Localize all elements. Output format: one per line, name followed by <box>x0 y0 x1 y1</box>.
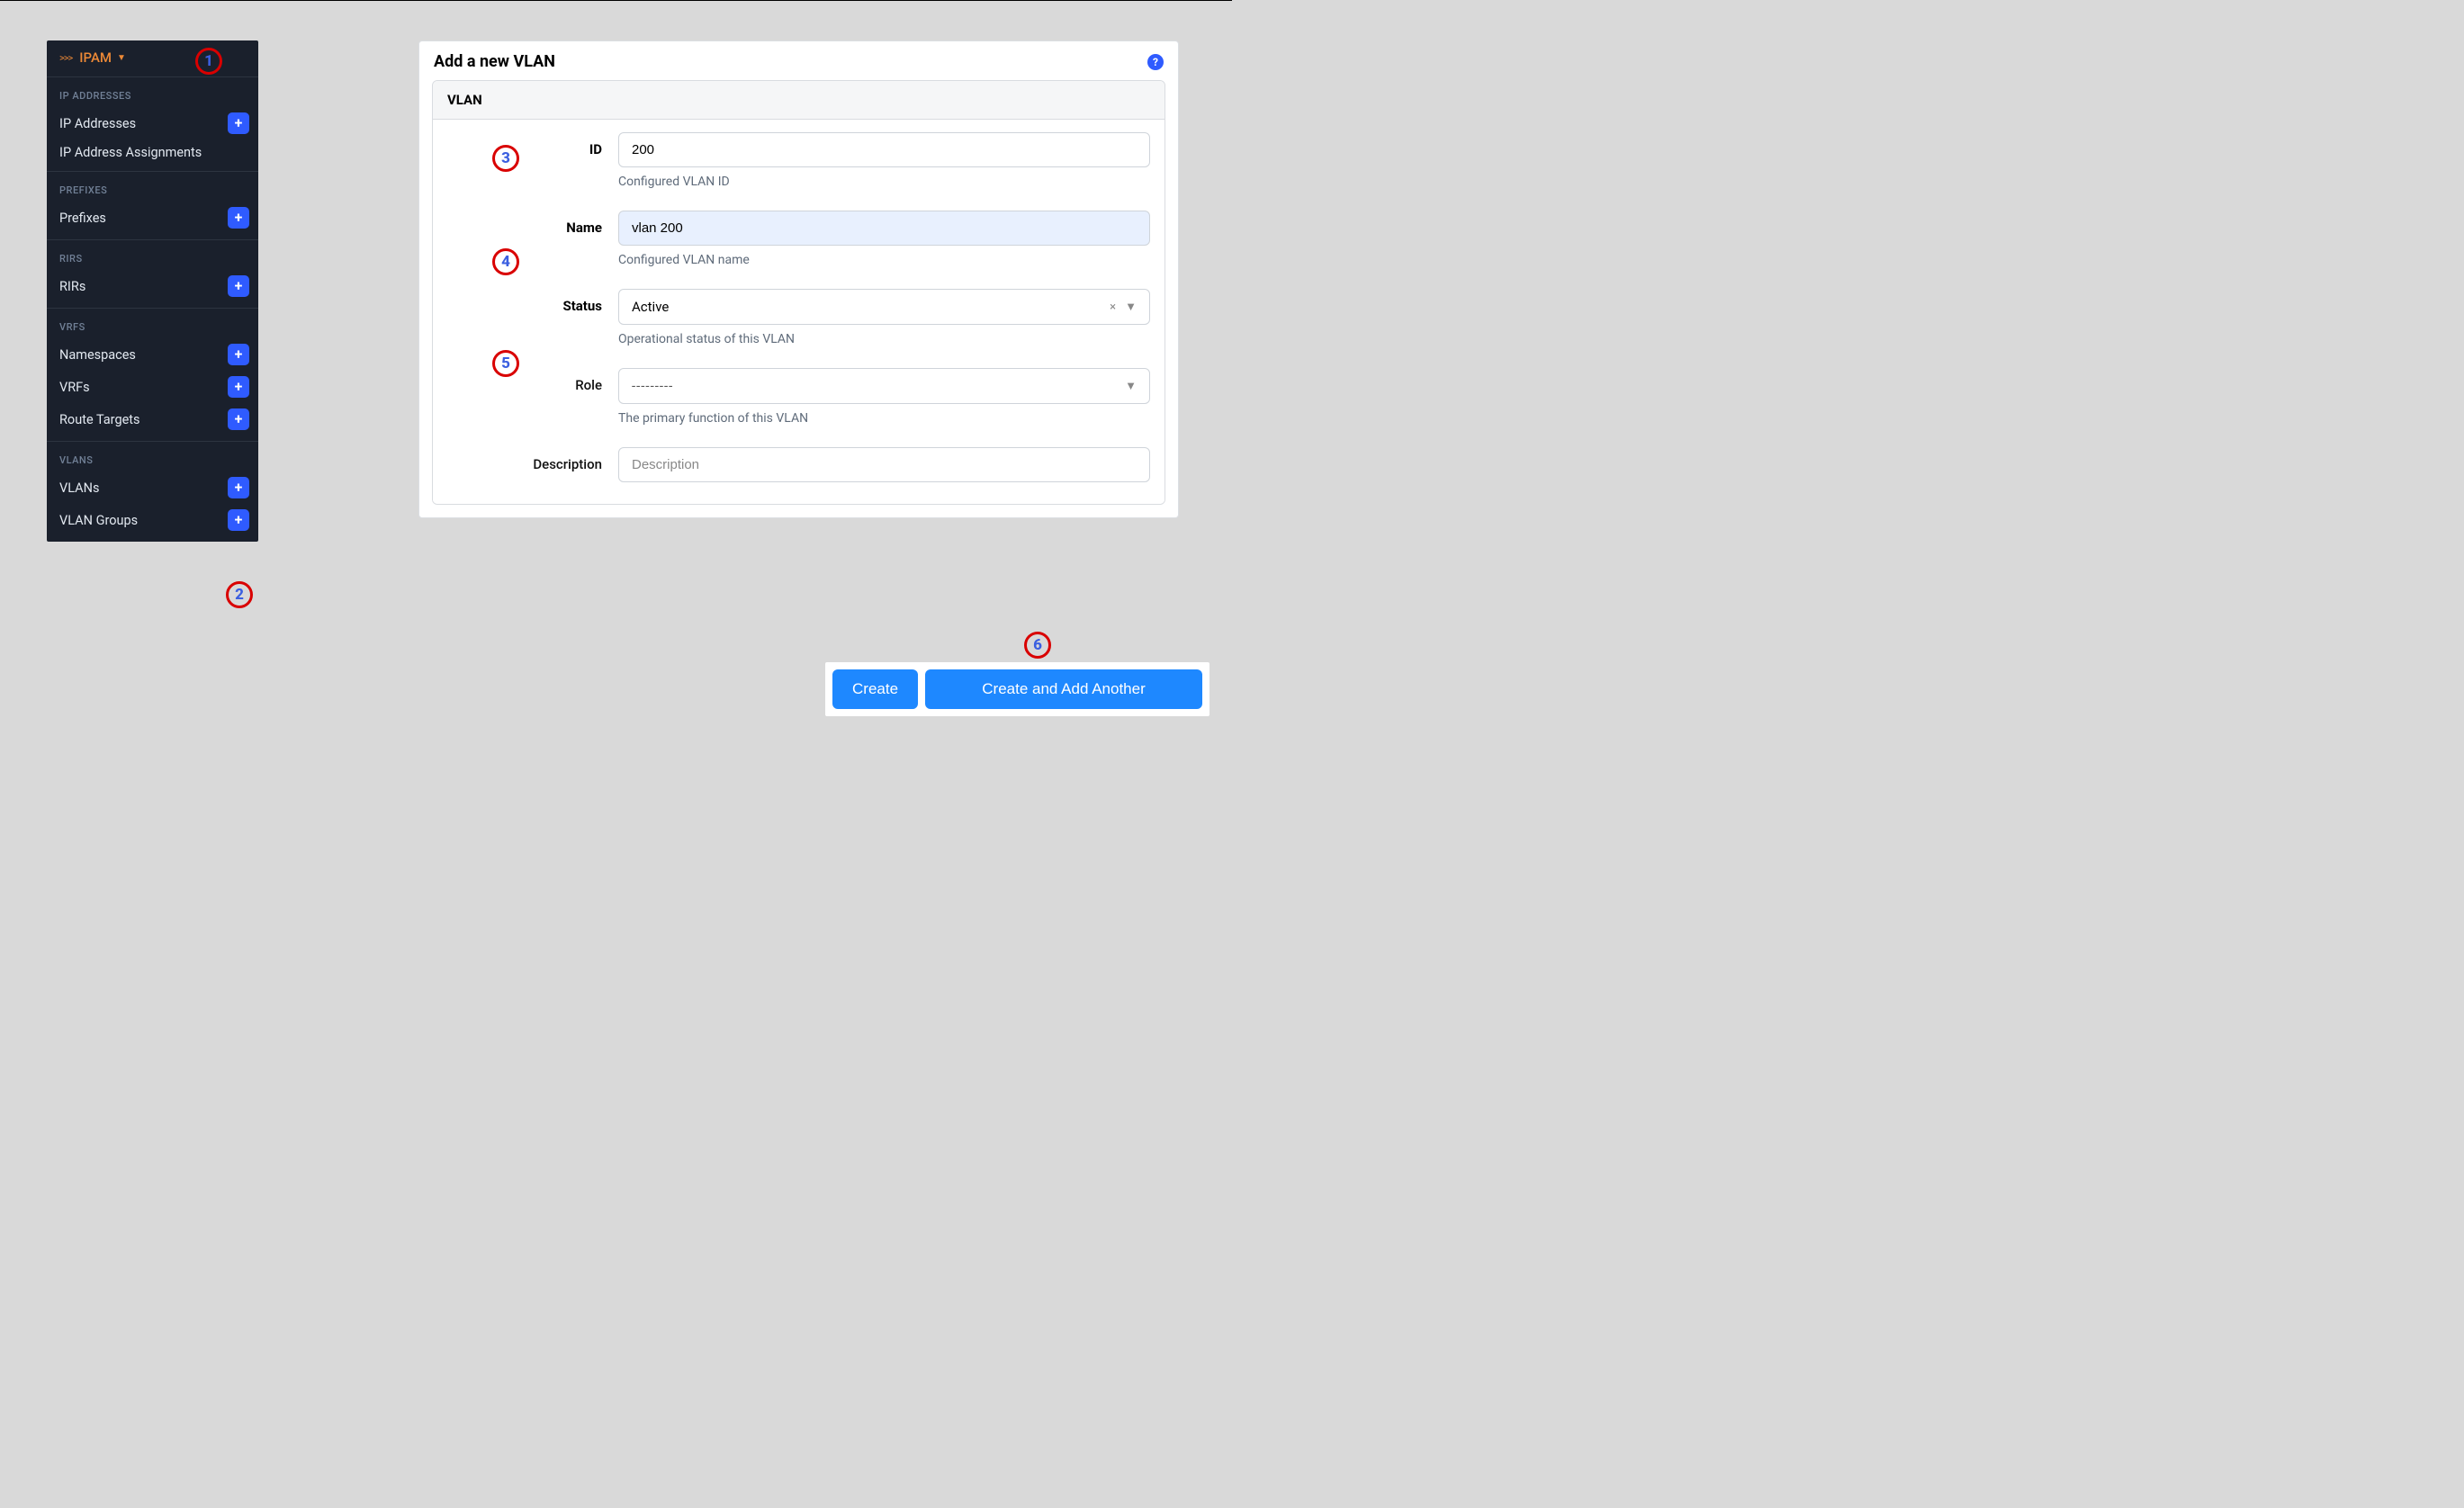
nav-item-namespaces[interactable]: Namespaces + <box>47 338 258 371</box>
nav-heading: PREFIXES <box>47 181 258 202</box>
field-help-role: The primary function of this VLAN <box>618 411 1150 426</box>
nav-item-label: VRFs <box>59 380 228 395</box>
field-help-name: Configured VLAN name <box>618 253 1150 267</box>
add-route-target-button[interactable]: + <box>228 408 249 430</box>
nav-section-vrfs: VRFS Namespaces + VRFs + Route Targets + <box>47 309 258 442</box>
field-row-description: Description <box>447 447 1150 482</box>
nav-item-label: RIRs <box>59 279 228 294</box>
field-help-id: Configured VLAN ID <box>618 175 1150 189</box>
add-vlan-panel: Add a new VLAN ? VLAN ID Configured VLAN… <box>418 40 1179 518</box>
nav-item-route-targets[interactable]: Route Targets + <box>47 403 258 435</box>
caret-down-icon: ▼ <box>117 53 126 63</box>
nav-item-ip-address-assignments[interactable]: IP Address Assignments <box>47 139 258 166</box>
clear-icon[interactable]: × <box>1110 301 1116 314</box>
field-row-status: Status Active × ▼ Operational status of … <box>447 289 1150 346</box>
caret-down-icon[interactable]: ▼ <box>1125 300 1137 314</box>
caret-down-icon[interactable]: ▼ <box>1125 379 1137 393</box>
vlan-status-select[interactable]: Active × ▼ <box>618 289 1150 325</box>
field-label-id: ID <box>447 132 618 157</box>
add-ip-address-button[interactable]: + <box>228 112 249 134</box>
vlan-role-select[interactable]: --------- ▼ <box>618 368 1150 404</box>
create-button[interactable]: Create <box>832 669 918 709</box>
callout-1: 1 <box>195 48 222 75</box>
callout-3: 3 <box>492 145 519 172</box>
field-row-role: Role --------- ▼ The primary function of… <box>447 368 1150 426</box>
add-namespace-button[interactable]: + <box>228 344 249 365</box>
callout-5: 5 <box>492 350 519 377</box>
vlan-id-input[interactable] <box>618 132 1150 167</box>
vlan-description-input[interactable] <box>618 447 1150 482</box>
nav-heading: VLANS <box>47 451 258 471</box>
add-vlan-button[interactable]: + <box>228 477 249 498</box>
sidebar-nav: >>> IPAM ▼ IP ADDRESSES IP Addresses + I… <box>47 40 258 542</box>
nav-item-label: IP Addresses <box>59 116 228 131</box>
nav-section-prefixes: PREFIXES Prefixes + <box>47 172 258 240</box>
help-icon[interactable]: ? <box>1147 54 1164 70</box>
card-title: VLAN <box>433 81 1165 120</box>
nav-item-label: VLANs <box>59 480 228 496</box>
nav-item-vrfs[interactable]: VRFs + <box>47 371 258 403</box>
nav-item-prefixes[interactable]: Prefixes + <box>47 202 258 234</box>
sidebar-header[interactable]: >>> IPAM ▼ <box>47 40 258 77</box>
nav-heading: IP ADDRESSES <box>47 86 258 107</box>
nav-section-ip-addresses: IP ADDRESSES IP Addresses + IP Address A… <box>47 77 258 172</box>
nav-item-rirs[interactable]: RIRs + <box>47 270 258 302</box>
field-label-status: Status <box>447 289 618 314</box>
vlan-card: VLAN ID Configured VLAN ID Name Configur… <box>432 80 1165 505</box>
add-vrf-button[interactable]: + <box>228 376 249 398</box>
callout-4: 4 <box>492 248 519 275</box>
panel-title: Add a new VLAN <box>434 52 555 71</box>
nav-item-label: Prefixes <box>59 211 228 226</box>
field-label-name: Name <box>447 211 618 236</box>
card-body: ID Configured VLAN ID Name Configured VL… <box>433 120 1165 504</box>
status-selected-value: Active <box>632 299 1110 315</box>
nav-item-label: Namespaces <box>59 347 228 363</box>
panel-header: Add a new VLAN ? <box>419 41 1178 80</box>
nav-item-vlans[interactable]: VLANs + <box>47 471 258 504</box>
role-placeholder: --------- <box>632 378 1125 394</box>
nav-section-vlans: VLANS VLANs + VLAN Groups + <box>47 442 258 542</box>
field-row-name: Name Configured VLAN name <box>447 211 1150 267</box>
add-vlan-group-button[interactable]: + <box>228 509 249 531</box>
nav-heading: RIRS <box>47 249 258 270</box>
nav-section-rirs: RIRS RIRs + <box>47 240 258 309</box>
nav-heading: VRFS <box>47 318 258 338</box>
create-and-add-another-button[interactable]: Create and Add Another <box>925 669 1202 709</box>
nav-item-label: IP Address Assignments <box>59 145 249 160</box>
vlan-name-input[interactable] <box>618 211 1150 246</box>
add-rir-button[interactable]: + <box>228 275 249 297</box>
nav-item-vlan-groups[interactable]: VLAN Groups + <box>47 504 258 536</box>
field-help-status: Operational status of this VLAN <box>618 332 1150 346</box>
add-prefix-button[interactable]: + <box>228 207 249 229</box>
form-footer-buttons: Create Create and Add Another <box>825 662 1210 716</box>
nav-item-label: Route Targets <box>59 412 228 427</box>
callout-2: 2 <box>226 581 253 608</box>
nav-item-label: VLAN Groups <box>59 513 228 528</box>
chevron-right-icon: >>> <box>59 52 72 64</box>
nav-item-ip-addresses[interactable]: IP Addresses + <box>47 107 258 139</box>
field-row-id: ID Configured VLAN ID <box>447 132 1150 189</box>
field-label-role: Role <box>447 368 618 393</box>
field-label-description: Description <box>447 447 618 472</box>
sidebar-title: IPAM <box>79 49 112 66</box>
callout-6: 6 <box>1024 632 1051 659</box>
